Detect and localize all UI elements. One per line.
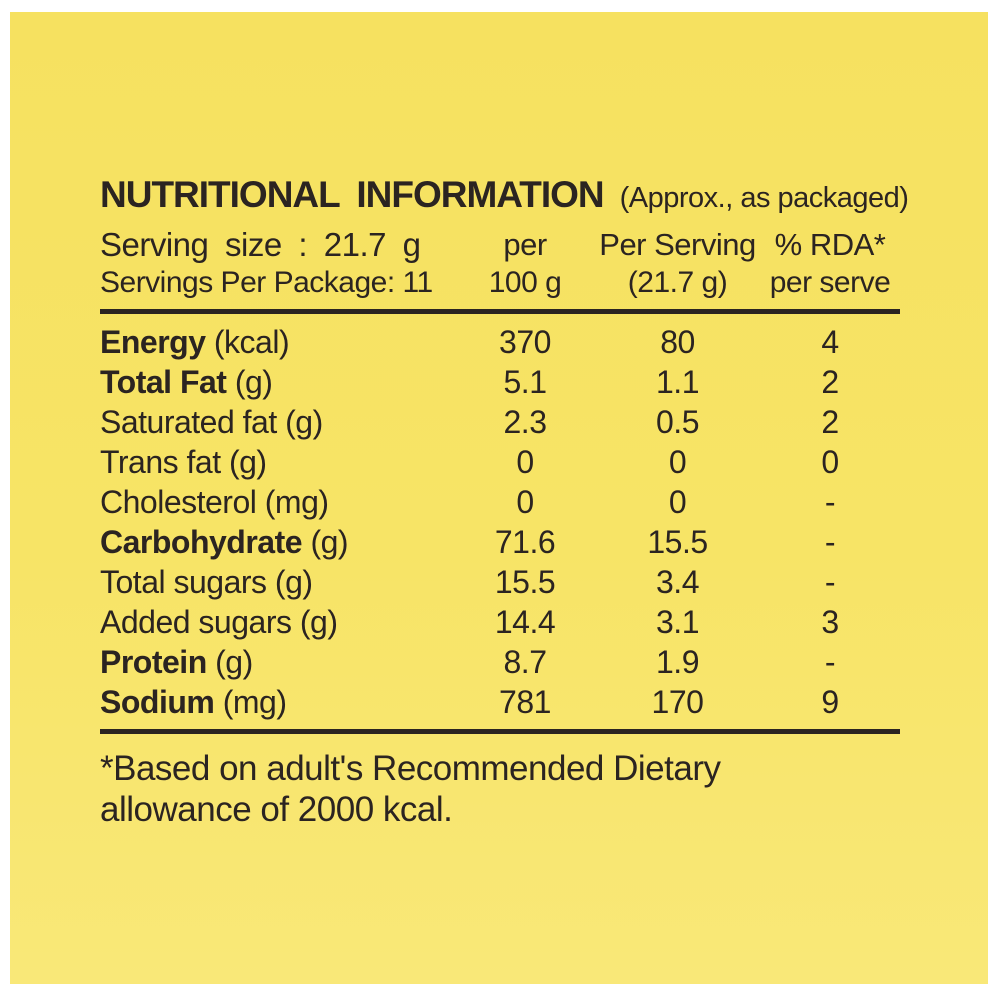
value-per-serving: 3.4 <box>656 564 699 600</box>
value-per-serving: 3.1 <box>656 604 699 640</box>
value-rda-percent: 2 <box>821 364 839 400</box>
table-row: Trans fat (g) 0 0 0 <box>100 442 900 482</box>
value-per-100g: 2.3 <box>503 404 547 440</box>
label-title-row: NUTRITIONAL INFORMATION (Approx., as pac… <box>100 174 920 216</box>
rda-footnote: *Based on adult's Recommended Dietary al… <box>100 748 920 830</box>
nutrient-unit: (g) <box>215 644 253 680</box>
value-rda-percent: 3 <box>821 604 839 640</box>
table-row: Protein (g) 8.7 1.9 - <box>100 642 900 682</box>
table-row: Added sugars (g) 14.4 3.1 3 <box>100 602 900 642</box>
header-divider-rule <box>100 309 900 314</box>
nutrient-label-cell: Carbohydrate (g) <box>100 522 455 562</box>
value-per-serving: 170 <box>651 684 704 720</box>
nutrient-label-cell: Total sugars (g) <box>100 562 455 602</box>
nutrient-name: Sodium <box>100 684 215 720</box>
nutrient-label-cell: Sodium (mg) <box>100 682 455 722</box>
value-per-100g: 15.5 <box>494 564 556 600</box>
nutrient-name: Protein <box>100 644 207 680</box>
value-rda-percent: 9 <box>821 684 839 720</box>
nutrient-unit: (mg) <box>264 484 329 520</box>
page-title: NUTRITIONAL INFORMATION <box>100 174 605 215</box>
nutrient-label-cell: Total Fat (g) <box>100 362 455 402</box>
table-row: Saturated fat (g) 2.3 0.5 2 <box>100 402 900 442</box>
value-per-100g: 0 <box>516 444 534 480</box>
title-suffix: (Approx., as packaged) <box>619 182 909 214</box>
nutrient-label-cell: Energy (kcal) <box>100 322 455 362</box>
nutrient-label-cell: Trans fat (g) <box>100 442 455 482</box>
nutrient-unit: (g) <box>228 444 267 480</box>
table-row: Energy (kcal) 370 80 4 <box>100 322 900 362</box>
nutrient-unit: (g) <box>234 364 273 400</box>
value-per-serving: 0.5 <box>656 404 699 440</box>
value-per-100g: 0 <box>516 484 534 520</box>
nutrient-name: Cholesterol <box>100 484 257 520</box>
footnote-line-1: *Based on adult's Recommended Dietary <box>100 749 721 788</box>
value-rda-percent: - <box>824 524 836 560</box>
serving-size-text: Serving size : 21.7 g <box>100 226 421 263</box>
footer-divider-rule <box>100 729 900 734</box>
servings-per-package-text: Servings Per Package: 11 <box>100 266 433 299</box>
value-per-100g: 781 <box>499 684 551 720</box>
nutrient-rows: Energy (kcal) 370 80 4 Total Fat (g) 5.1… <box>100 322 900 722</box>
nutrient-name: Energy <box>100 324 206 360</box>
value-rda-percent: 4 <box>821 324 839 360</box>
value-per-100g: 5.1 <box>503 364 547 400</box>
value-rda-percent: - <box>824 644 836 680</box>
table-row: Carbohydrate (g) 71.6 15.5 - <box>100 522 900 562</box>
nutrient-label-cell: Added sugars (g) <box>100 602 455 642</box>
table-row: Cholesterol (mg) 0 0 - <box>100 482 900 522</box>
nutrient-unit: (g) <box>285 404 323 440</box>
nutrient-unit: (g) <box>274 564 313 600</box>
value-rda-percent: 2 <box>821 404 839 440</box>
nutrient-label-cell: Cholesterol (mg) <box>100 482 455 522</box>
value-per-serving: 15.5 <box>647 524 708 560</box>
value-per-serving: 0 <box>668 484 687 520</box>
column-header-rda: % RDA* per serve <box>769 227 891 299</box>
value-per-100g: 71.6 <box>494 524 556 560</box>
value-per-serving: 80 <box>660 324 695 360</box>
value-rda-percent: 0 <box>821 444 839 480</box>
value-per-100g: 14.4 <box>494 604 556 640</box>
value-per-100g: 370 <box>499 324 551 360</box>
column-header-per-100g: per 100 g <box>488 227 562 299</box>
value-per-serving: 1.9 <box>656 644 699 680</box>
nutrient-unit: (mg) <box>222 684 287 720</box>
serving-info: Serving size : 21.7 g Servings Per Packa… <box>100 226 455 302</box>
value-per-serving: 0 <box>668 444 687 480</box>
nutrient-unit: (g) <box>299 604 338 640</box>
nutrition-label-panel <box>10 12 988 984</box>
table-row: Total Fat (g) 5.1 1.1 2 <box>100 362 900 402</box>
nutrient-name: Trans fat <box>100 444 221 480</box>
nutrient-label-cell: Saturated fat (g) <box>100 402 455 442</box>
value-per-100g: 8.7 <box>503 644 547 680</box>
nutrient-unit: (g) <box>310 524 349 560</box>
nutrient-label-cell: Protein (g) <box>100 642 455 682</box>
nutrient-name: Total sugars <box>100 564 267 600</box>
nutrient-name: Saturated fat <box>100 404 277 440</box>
value-rda-percent: - <box>824 564 836 600</box>
table-row: Total sugars (g) 15.5 3.4 - <box>100 562 900 602</box>
value-per-serving: 1.1 <box>656 364 699 400</box>
nutrient-name: Carbohydrate <box>100 524 303 560</box>
value-rda-percent: - <box>824 484 836 520</box>
column-header-per-serving: Per Serving (21.7 g) <box>599 227 756 299</box>
table-header: Serving size : 21.7 g Servings Per Packa… <box>100 226 900 302</box>
table-row: Sodium (mg) 781 170 9 <box>100 682 900 722</box>
footnote-line-2: allowance of 2000 kcal. <box>100 790 453 829</box>
nutrient-unit: (kcal) <box>213 324 290 360</box>
nutrient-name: Added sugars <box>100 604 292 640</box>
nutrient-name: Total Fat <box>100 364 227 400</box>
